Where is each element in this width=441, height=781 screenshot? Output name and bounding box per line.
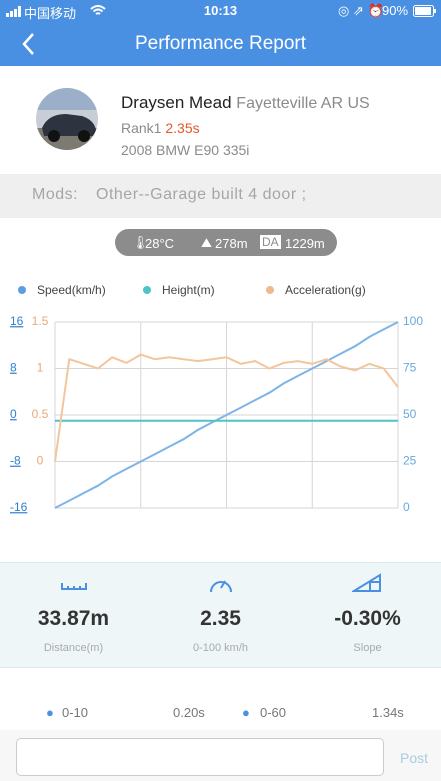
stat-value: 2.35 <box>147 607 294 631</box>
speed-icon <box>208 573 234 595</box>
status-bar: 中国移动 10:13 ◎ ⇗ ⏰ 90% <box>0 0 441 22</box>
avatar <box>36 88 98 150</box>
stat: 2.35 0-100 km/h <box>147 563 294 667</box>
page-title: Performance Report <box>0 33 441 55</box>
y3-tick-label: 0 <box>37 454 44 468</box>
split-label: 0-10 <box>62 705 88 720</box>
nav-bar: Performance Report <box>0 22 441 66</box>
legend-label: Acceleration(g) <box>285 283 366 297</box>
y3-tick-label: 0.5 <box>32 407 49 421</box>
y2-tick-label: 100 <box>403 314 423 328</box>
mods-text: Other--Garage built 4 door ; <box>96 186 307 204</box>
da-label: DA <box>260 235 281 249</box>
driver-line: Draysen Mead Fayetteville AR US <box>121 93 370 113</box>
altitude: 278m <box>215 236 248 251</box>
legend-dot <box>266 286 274 294</box>
legend-label: Height(m) <box>162 283 215 297</box>
y2-tick-label: 0 <box>403 500 410 514</box>
y2-tick-label: 50 <box>403 407 417 421</box>
battery-level: 90% <box>382 3 408 18</box>
bullet: ● <box>46 705 54 720</box>
split-time: 1.34s <box>372 705 404 720</box>
rank: Rank1 <box>121 120 161 136</box>
y2-tick-label: 75 <box>403 361 417 375</box>
comment-input[interactable] <box>16 738 384 776</box>
stat-label: 0-100 km/h <box>147 642 294 654</box>
chart: Speed(km/h) Height(m) Acceleration(g) 16 8 0 -… <box>0 270 441 532</box>
car: 2008 BMW E90 335i <box>121 142 249 158</box>
driver-location: Fayetteville AR US <box>236 95 369 112</box>
legend-dot <box>18 286 26 294</box>
app: 中国移动 10:13 ◎ ⇗ ⏰ 90% Performance Report … <box>0 0 441 781</box>
y3-tick-label: 1.5 <box>32 314 49 328</box>
mods-bar: Mods: Other--Garage built 4 door ; <box>0 174 441 218</box>
y3-tick-label: 1 <box>37 361 44 375</box>
y-tick-label: 8 <box>10 361 17 375</box>
legend-dot <box>143 286 151 294</box>
battery-icon <box>413 5 437 17</box>
temperature: 28°C <box>145 236 174 251</box>
slope-icon <box>352 573 382 593</box>
distance-icon <box>61 581 87 591</box>
split-time: 0.20s <box>173 705 205 720</box>
y-tick-label: 0 <box>10 407 17 421</box>
driver-name: Draysen Mead <box>121 93 232 112</box>
density-altitude: 1229m <box>285 236 325 251</box>
y-tick-label: -8 <box>10 454 21 468</box>
stat: 33.87m Distance(m) <box>0 563 147 667</box>
legend-label: Speed(km/h) <box>37 283 106 297</box>
conditions-pill: 🌡 28°C ⛰ 278m DA 1229m <box>115 229 337 256</box>
stats-panel: 33.87m Distance(m) 2.35 0-100 km/h -0.30… <box>0 562 441 668</box>
mods-label: Mods: <box>32 186 78 204</box>
altitude-icon: ⛰ <box>201 235 212 251</box>
bullet: ● <box>242 705 250 720</box>
stat-value: 33.87m <box>0 607 147 631</box>
stat: -0.30% Slope <box>294 563 441 667</box>
y-tick-label: 16 <box>10 314 24 328</box>
stat-value: -0.30% <box>294 607 441 631</box>
status-icons: ◎ ⇗ ⏰ <box>338 3 384 19</box>
stat-label: Slope <box>294 642 441 654</box>
stat-label: Distance(m) <box>0 642 147 654</box>
rank-time: 2.35s <box>165 120 199 136</box>
post-button[interactable]: Post <box>400 750 428 766</box>
y-tick-label: -16 <box>10 500 28 514</box>
split-label: 0-60 <box>260 705 286 720</box>
y2-tick-label: 25 <box>403 454 417 468</box>
rank-line: Rank1 2.35s <box>121 120 200 136</box>
